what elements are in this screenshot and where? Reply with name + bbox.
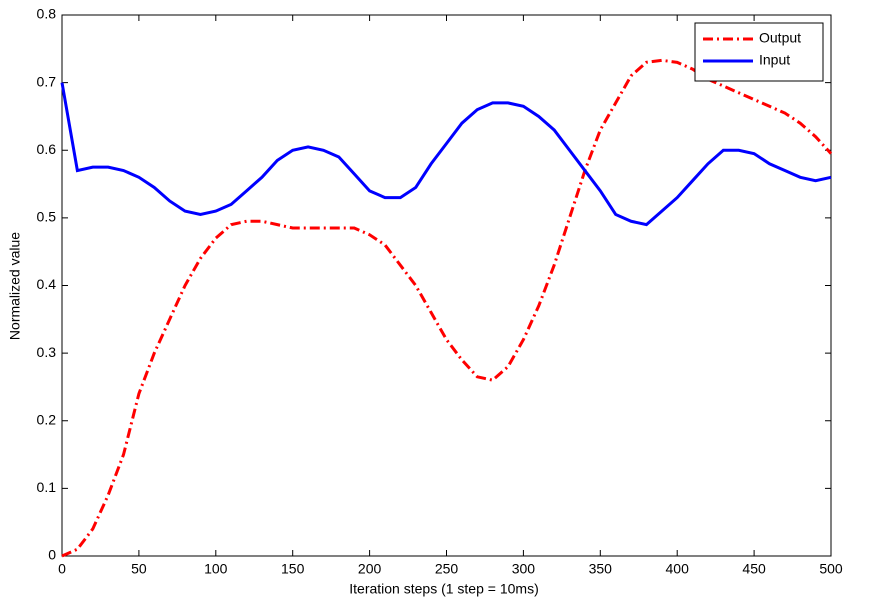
legend-label: Output [759,30,801,46]
x-tick-label: 500 [819,561,843,577]
x-tick-label: 150 [281,561,305,577]
plot-area [61,14,832,557]
x-tick-label: 350 [589,561,613,577]
y-tick-label: 0.8 [37,6,57,22]
x-tick-label: 100 [204,561,228,577]
x-tick-label: 450 [742,561,766,577]
x-tick-label: 400 [666,561,690,577]
x-tick-label: 300 [512,561,536,577]
x-tick-label: 50 [131,561,147,577]
x-tick-label: 200 [358,561,382,577]
legend-box [694,22,824,82]
data-line [60,82,832,227]
legend-label: Input [759,52,790,68]
x-tick-label: 250 [435,561,459,577]
x-axis-label: Iteration steps (1 step = 10ms) [349,581,538,597]
x-tick-label: 0 [58,561,66,577]
y-axis-label: Normalized value [7,232,23,340]
y-tick-label: 0.5 [37,209,57,225]
y-tick-label: 0.2 [37,411,57,427]
y-tick-label: 0.7 [37,73,57,89]
y-tick-label: 0.6 [37,141,57,157]
y-tick-label: 0.1 [37,479,57,495]
y-tick-label: 0 [48,547,56,563]
y-tick-label: 0.3 [37,344,57,360]
y-tick-label: 0.4 [37,276,57,292]
